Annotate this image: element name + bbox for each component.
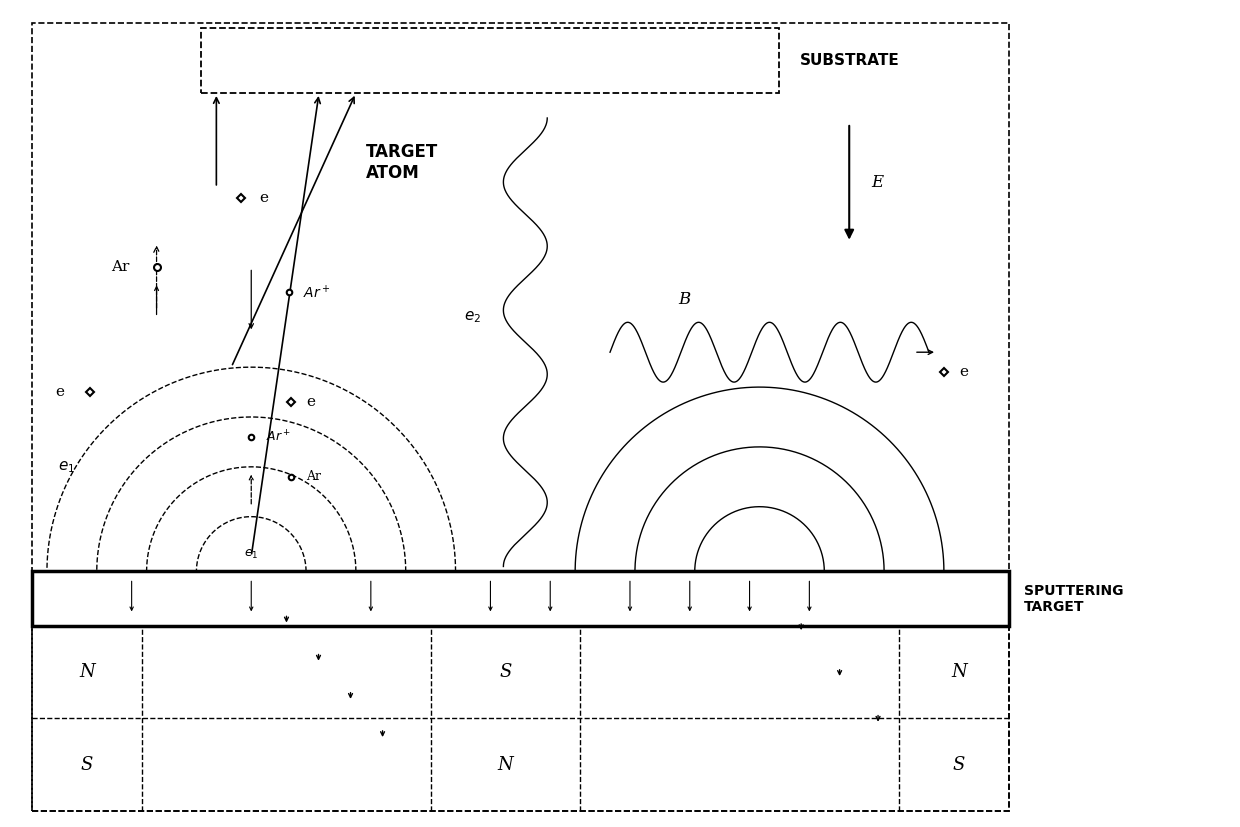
Text: SUBSTRATE: SUBSTRATE [800,53,899,68]
Text: e: e [959,366,968,379]
Text: $Ar^+$: $Ar^+$ [267,429,291,445]
Bar [32,23,1008,810]
Text: N: N [79,663,94,681]
Text: S: S [81,756,93,773]
Text: $e_2$: $e_2$ [464,309,481,325]
Text: TARGET
ATOM: TARGET ATOM [366,143,438,182]
Text: $e_1$: $e_1$ [58,459,76,475]
Text: e: e [306,395,315,409]
Text: N: N [497,756,513,773]
Text: Ar: Ar [306,471,321,483]
Text: $Ar^+$: $Ar^+$ [303,284,331,301]
Text: B: B [678,291,691,308]
Bar [201,28,780,93]
Bar [32,571,1008,626]
Text: e: e [259,191,268,205]
Text: Ar: Ar [112,261,130,275]
Text: SPUTTERING
TARGET: SPUTTERING TARGET [1024,584,1123,614]
Text: S: S [500,663,512,681]
Text: N: N [951,663,967,681]
Text: $e_1$: $e_1$ [244,548,258,561]
Text: e: e [55,385,64,399]
Bar [32,626,1008,810]
Text: E: E [872,174,883,191]
Text: S: S [952,756,965,773]
